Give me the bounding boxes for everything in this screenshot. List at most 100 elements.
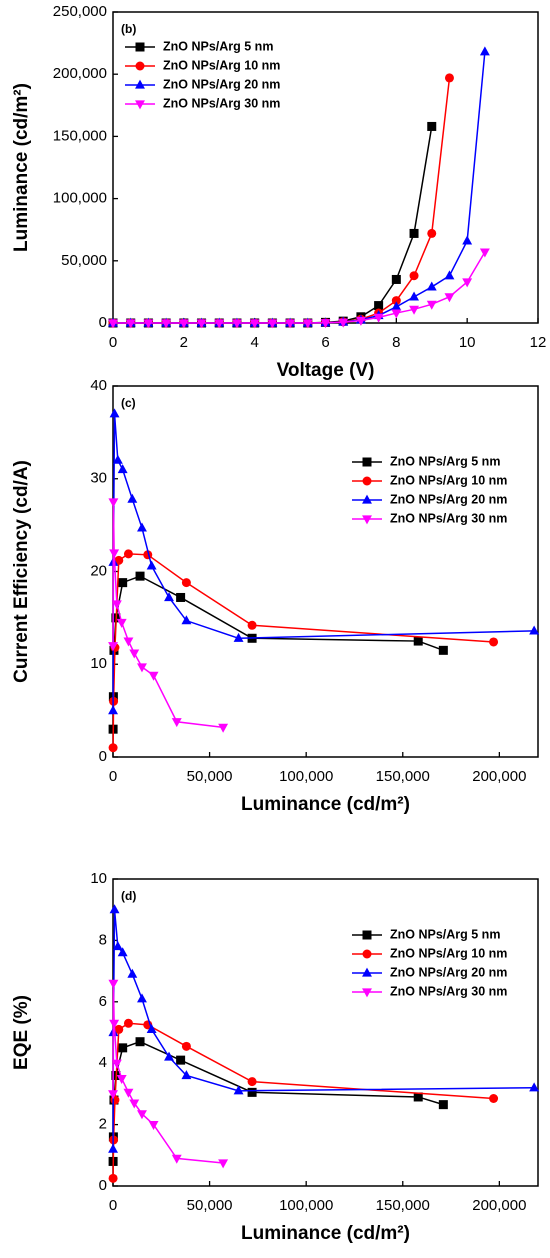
marker — [529, 625, 540, 635]
series-line — [112, 501, 224, 729]
marker — [362, 930, 372, 940]
marker — [233, 632, 244, 642]
marker — [249, 319, 260, 329]
y-tick-label: 2 — [99, 1116, 107, 1133]
marker — [426, 281, 437, 291]
legend-label: ZnO NPs/Arg 10 nm — [390, 473, 507, 487]
marker — [137, 663, 147, 673]
marker — [108, 498, 119, 508]
marker — [109, 408, 120, 418]
series-line — [113, 251, 486, 324]
marker — [108, 705, 119, 715]
marker — [129, 1099, 140, 1109]
marker — [164, 592, 174, 602]
x-tick-label: 150,000 — [376, 768, 430, 785]
y-tick-label: 100,000 — [53, 190, 107, 207]
marker — [267, 319, 278, 329]
marker — [479, 248, 490, 258]
marker — [181, 1041, 191, 1051]
marker — [181, 578, 191, 588]
marker — [114, 1024, 124, 1034]
marker — [171, 1154, 182, 1164]
y-tick-label: 6 — [99, 993, 107, 1010]
legend-label: ZnO NPs/Arg 30 nm — [163, 96, 280, 110]
marker — [135, 42, 145, 52]
marker — [129, 649, 140, 659]
marker — [391, 274, 401, 284]
marker — [391, 309, 402, 319]
y-tick-label: 50,000 — [61, 252, 107, 269]
marker — [108, 319, 118, 329]
marker — [181, 1070, 192, 1080]
y-tick-label: 10 — [90, 870, 107, 887]
marker — [108, 1173, 118, 1183]
marker — [108, 979, 119, 989]
marker — [362, 476, 372, 486]
marker — [176, 592, 186, 602]
marker — [123, 637, 134, 647]
marker — [148, 671, 159, 681]
y-tick-label: 200,000 — [53, 65, 107, 82]
marker — [164, 1051, 174, 1061]
marker — [218, 1159, 229, 1169]
marker — [108, 642, 118, 652]
marker — [109, 1019, 120, 1029]
y-tick-label: 150,000 — [53, 127, 107, 144]
legend-label: ZnO NPs/Arg 5 nm — [390, 927, 500, 941]
legend-label: ZnO NPs/Arg 20 nm — [163, 77, 280, 91]
marker — [413, 636, 423, 646]
x-tick-label: 150,000 — [376, 1197, 430, 1214]
marker — [233, 1085, 244, 1095]
y-axis-title: Current Efficiency (cd/A) — [11, 460, 32, 683]
legend-label: ZnO NPs/Arg 20 nm — [390, 492, 507, 506]
marker — [247, 1077, 257, 1087]
x-tick-label: 50,000 — [187, 1197, 233, 1214]
y-tick-label: 0 — [99, 314, 107, 331]
marker — [108, 1090, 118, 1100]
y-tick-label: 8 — [99, 931, 107, 948]
marker — [135, 79, 145, 89]
marker — [143, 319, 154, 329]
marker — [247, 1087, 257, 1097]
series-line — [112, 909, 535, 1150]
y-axis-title: EQE (%) — [11, 995, 32, 1070]
y-tick-label: 0 — [99, 748, 107, 765]
marker — [362, 494, 372, 504]
marker — [137, 522, 147, 532]
marker — [355, 316, 366, 326]
marker — [196, 319, 207, 329]
x-tick-label: 0 — [109, 1197, 117, 1214]
marker — [178, 319, 189, 329]
marker — [127, 493, 138, 503]
marker — [374, 301, 384, 311]
marker — [409, 305, 419, 315]
marker — [181, 615, 192, 625]
marker — [218, 723, 229, 733]
x-tick-label: 100,000 — [279, 768, 333, 785]
series-line — [113, 77, 451, 324]
marker — [302, 319, 313, 329]
series-line — [112, 1022, 494, 1179]
series-line — [112, 553, 494, 748]
annotation: (d) — [121, 889, 136, 903]
marker — [135, 61, 145, 71]
x-axis-title: Luminance (cd/m²) — [241, 1223, 410, 1244]
marker — [137, 993, 147, 1003]
series-line — [112, 575, 444, 730]
marker — [409, 228, 419, 238]
marker — [438, 1100, 448, 1110]
marker — [146, 560, 157, 570]
marker — [285, 319, 296, 329]
marker — [135, 571, 145, 581]
x-tick-label: 10 — [459, 334, 476, 351]
x-axis-title: Voltage (V) — [277, 360, 375, 381]
marker — [125, 319, 136, 329]
marker — [116, 618, 127, 628]
y-tick-label: 250,000 — [53, 3, 107, 20]
y-tick-label: 20 — [90, 562, 107, 579]
marker — [489, 637, 499, 647]
x-tick-label: 8 — [392, 334, 400, 351]
x-tick-label: 50,000 — [187, 768, 233, 785]
series-line — [113, 126, 433, 324]
marker — [444, 73, 454, 83]
